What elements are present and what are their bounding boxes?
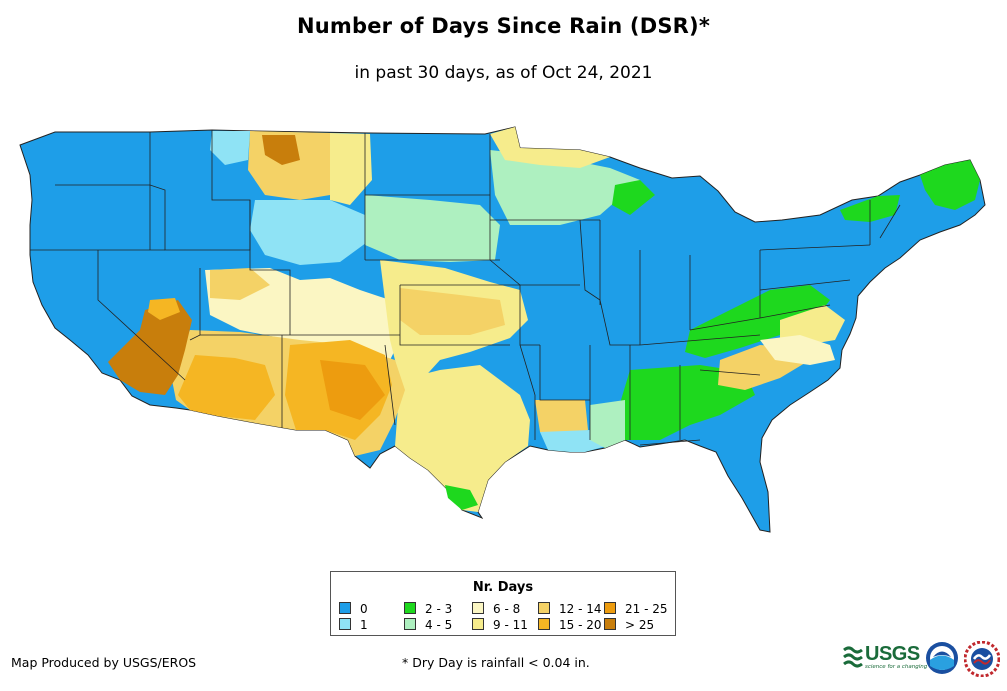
region-9-11-mn	[490, 127, 610, 168]
legend-label: 21 - 25	[625, 602, 668, 616]
region-12-14-la	[535, 400, 588, 438]
map-title: Number of Days Since Rain (DSR)*	[296, 14, 711, 38]
legend-label: 1	[360, 618, 368, 632]
legend-swatch	[404, 618, 416, 630]
region-21-25-nm	[320, 360, 385, 420]
legend-item-9-11: 9 - 11	[472, 618, 528, 632]
region-9-11-va	[780, 305, 845, 345]
nws-logo-icon	[964, 641, 1000, 677]
region-6-8-nc	[760, 335, 835, 365]
region-15-20-az	[178, 355, 275, 420]
legend-item-2-3: 2 - 3	[404, 602, 452, 616]
legend-label: > 25	[625, 618, 655, 632]
legend-label: 12 - 14	[559, 602, 602, 616]
region-9-11-mt	[330, 133, 372, 205]
region-4-5-mn	[490, 150, 640, 225]
usgs-wave-icon	[843, 646, 863, 668]
region-9-11-texas	[395, 365, 530, 512]
legend: Nr. Days 0 1 2 - 3 4 - 5 6 - 8 9 - 11 12…	[330, 571, 676, 636]
legend-title: Nr. Days	[472, 580, 534, 595]
region-gt25-mt	[262, 135, 300, 165]
legend-swatch	[404, 602, 416, 614]
noaa-logo-icon	[926, 642, 958, 674]
region-4-5-dakota	[365, 195, 500, 262]
footnote: * Dry Day is rainfall < 0.04 in.	[402, 655, 590, 670]
legend-item-21-25: 21 - 25	[604, 602, 668, 616]
usgs-tagline: science for a changing world	[865, 664, 945, 670]
legend-swatch	[339, 602, 351, 614]
legend-swatch	[604, 602, 616, 614]
legend-item-15-20: 15 - 20	[538, 618, 602, 632]
legend-swatch	[604, 618, 616, 630]
legend-item-0: 0	[339, 602, 368, 616]
legend-item-6-8: 6 - 8	[472, 602, 520, 616]
legend-swatch	[538, 618, 550, 630]
legend-item-gt25: > 25	[604, 618, 654, 632]
region-12-14-co	[210, 268, 270, 300]
region-1-mt	[210, 131, 250, 165]
legend-item-12-14: 12 - 14	[538, 602, 602, 616]
legend-label: 9 - 11	[493, 618, 528, 632]
region-15-20-ca	[148, 298, 180, 320]
legend-label: 15 - 20	[559, 618, 602, 632]
legend-item-4-5: 4 - 5	[404, 618, 452, 632]
region-4-5-ms	[590, 400, 625, 448]
region-12-14-ks	[400, 288, 505, 335]
usgs-logo: USGS science for a changing world	[843, 643, 944, 673]
region-2-3-appalachia	[685, 285, 830, 358]
legend-swatch	[538, 602, 550, 614]
legend-swatch	[472, 602, 484, 614]
region-2-3-mi	[612, 180, 655, 215]
legend-label: 4 - 5	[425, 618, 453, 632]
legend-label: 6 - 8	[493, 602, 521, 616]
state-boundaries	[30, 130, 901, 446]
legend-item-1: 1	[339, 618, 368, 632]
region-2-3-texas	[445, 485, 478, 510]
producer-credit: Map Produced by USGS/EROS	[11, 655, 197, 670]
map-subtitle: in past 30 days, as of Oct 24, 2021	[354, 63, 653, 83]
region-2-3-maine	[920, 160, 980, 210]
legend-swatch	[472, 618, 484, 630]
usgs-logo-text: USGS	[865, 643, 920, 665]
legend-swatch	[339, 618, 351, 630]
legend-label: 0	[360, 602, 368, 616]
region-1-wy	[250, 200, 370, 265]
legend-label: 2 - 3	[425, 602, 453, 616]
